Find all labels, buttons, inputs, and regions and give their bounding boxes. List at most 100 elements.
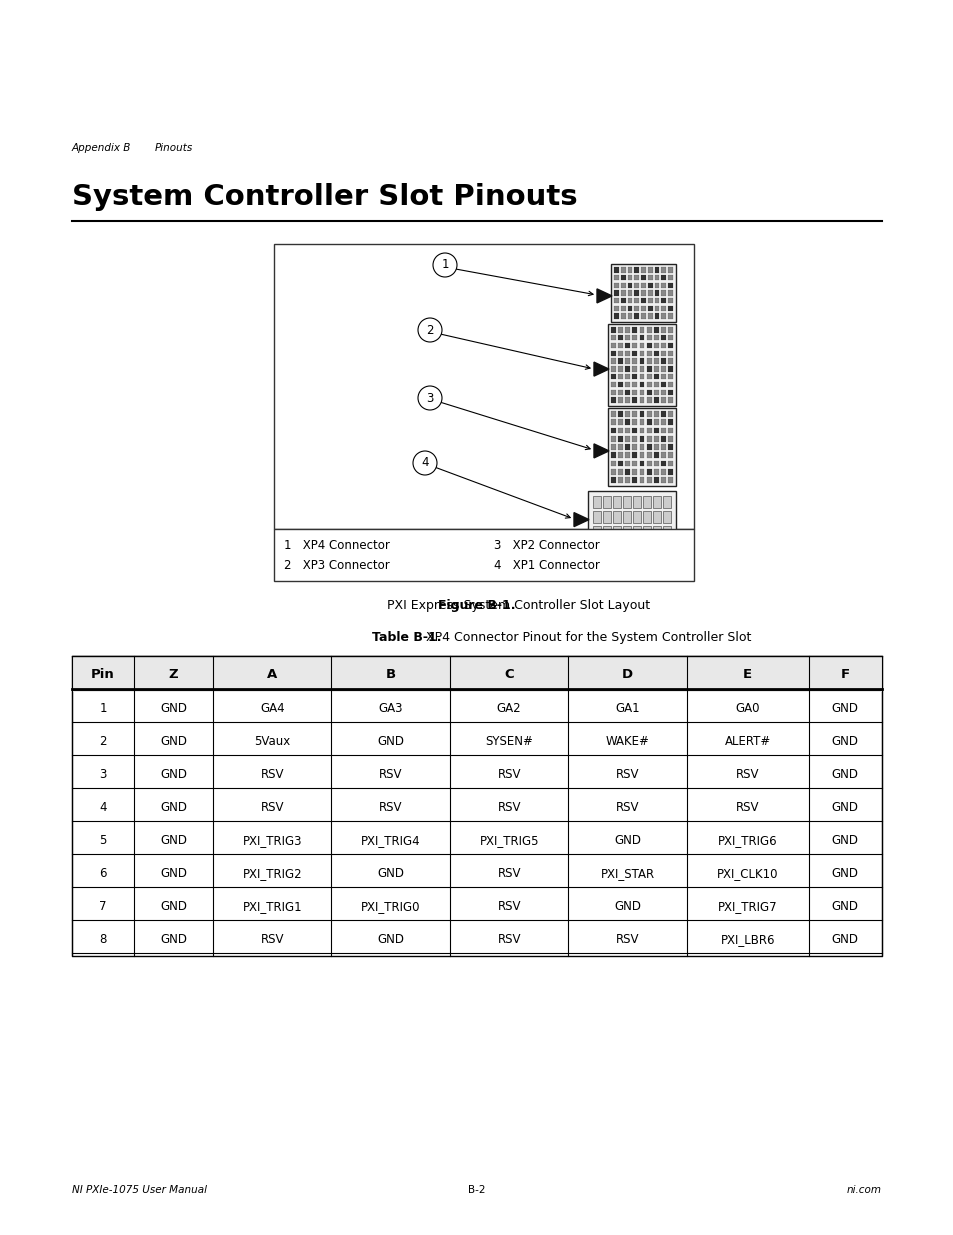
Bar — [614, 314, 618, 319]
Bar — [627, 298, 632, 304]
Text: PXI_TRIG0: PXI_TRIG0 — [360, 900, 420, 913]
Bar — [614, 306, 618, 311]
Circle shape — [417, 317, 441, 342]
Text: Pin: Pin — [91, 667, 114, 680]
Bar — [660, 452, 665, 458]
Bar — [618, 374, 622, 379]
Text: 3: 3 — [426, 391, 434, 405]
Bar — [653, 335, 658, 341]
Bar — [662, 511, 670, 522]
Bar — [620, 290, 625, 295]
Bar — [611, 427, 616, 433]
Bar — [640, 290, 645, 295]
Bar — [632, 436, 637, 442]
Text: B: B — [385, 667, 395, 680]
Bar — [660, 314, 665, 319]
Text: 4: 4 — [421, 457, 428, 469]
Bar — [624, 469, 630, 474]
Bar — [639, 374, 644, 379]
Bar — [667, 298, 672, 304]
Bar — [667, 420, 672, 425]
Bar — [632, 420, 637, 425]
Text: GA2: GA2 — [497, 701, 521, 715]
Bar — [624, 398, 630, 403]
Bar — [667, 366, 672, 372]
Text: 4   XP1 Connector: 4 XP1 Connector — [494, 559, 599, 572]
Bar — [660, 411, 665, 417]
Bar — [640, 306, 645, 311]
Bar — [618, 445, 622, 450]
Bar — [632, 461, 637, 467]
Text: RSV: RSV — [735, 768, 759, 781]
Bar — [618, 427, 622, 433]
Bar — [618, 366, 622, 372]
Bar — [667, 267, 672, 273]
Bar — [620, 298, 625, 304]
Text: GND: GND — [614, 900, 640, 913]
Text: GND: GND — [376, 932, 404, 946]
Bar — [654, 267, 659, 273]
Bar — [653, 351, 658, 356]
Bar — [602, 526, 610, 537]
Text: RSV: RSV — [497, 932, 520, 946]
Text: PXI_TRIG1: PXI_TRIG1 — [242, 900, 302, 913]
Bar — [642, 526, 650, 537]
Bar — [639, 445, 644, 450]
Bar — [618, 469, 622, 474]
Bar — [613, 511, 620, 522]
Bar — [627, 306, 632, 311]
Text: 3   XP2 Connector: 3 XP2 Connector — [494, 538, 599, 552]
Bar — [654, 283, 659, 288]
Bar — [618, 351, 622, 356]
Text: NI PXIe-1075 User Manual: NI PXIe-1075 User Manual — [71, 1186, 207, 1195]
Bar — [667, 343, 672, 348]
Polygon shape — [594, 362, 608, 377]
Bar — [274, 245, 693, 529]
Bar — [660, 436, 665, 442]
Text: RSV: RSV — [616, 932, 639, 946]
Bar — [602, 496, 610, 508]
Circle shape — [413, 451, 436, 475]
Bar — [618, 477, 622, 483]
Bar — [639, 382, 644, 388]
Bar — [618, 389, 622, 395]
Bar — [627, 290, 632, 295]
Bar — [624, 382, 630, 388]
Text: XP4 Connector Pinout for the System Controller Slot: XP4 Connector Pinout for the System Cont… — [417, 631, 751, 643]
Bar — [611, 327, 616, 332]
Bar — [647, 267, 652, 273]
Bar — [632, 343, 637, 348]
Bar — [646, 389, 651, 395]
Bar — [640, 314, 645, 319]
Text: RSV: RSV — [260, 768, 284, 781]
Text: GA0: GA0 — [735, 701, 760, 715]
Text: GND: GND — [160, 768, 187, 781]
Bar — [611, 477, 616, 483]
Bar — [614, 298, 618, 304]
Bar — [624, 420, 630, 425]
Bar — [646, 382, 651, 388]
Bar — [611, 343, 616, 348]
Bar — [653, 511, 660, 522]
Bar — [646, 343, 651, 348]
Bar — [624, 436, 630, 442]
Bar — [667, 358, 672, 364]
Bar — [633, 496, 640, 508]
Text: RSV: RSV — [260, 802, 284, 814]
Text: GND: GND — [376, 867, 404, 881]
Bar — [640, 283, 645, 288]
Bar — [627, 267, 632, 273]
Circle shape — [433, 253, 456, 277]
Bar — [653, 477, 658, 483]
Text: PXI Express System Controller Slot Layout: PXI Express System Controller Slot Layou… — [379, 599, 650, 613]
Bar — [660, 461, 665, 467]
Bar — [611, 420, 616, 425]
Text: GA4: GA4 — [259, 701, 284, 715]
Bar — [634, 290, 639, 295]
Text: PXI_CLK10: PXI_CLK10 — [717, 867, 778, 881]
Bar — [627, 275, 632, 280]
Bar — [620, 314, 625, 319]
Bar — [632, 374, 637, 379]
Bar — [667, 290, 672, 295]
Bar — [646, 351, 651, 356]
